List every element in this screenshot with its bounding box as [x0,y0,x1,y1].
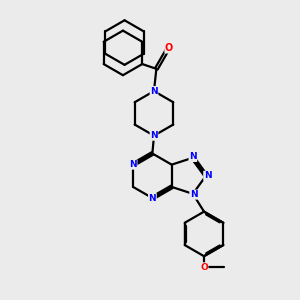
Text: N: N [190,190,197,199]
Text: N: N [148,194,156,202]
Text: N: N [150,131,158,140]
Text: N: N [129,160,137,169]
Text: N: N [150,87,158,96]
Text: N: N [204,171,212,180]
Text: N: N [189,152,197,161]
Text: O: O [165,43,173,53]
Text: O: O [200,263,208,272]
